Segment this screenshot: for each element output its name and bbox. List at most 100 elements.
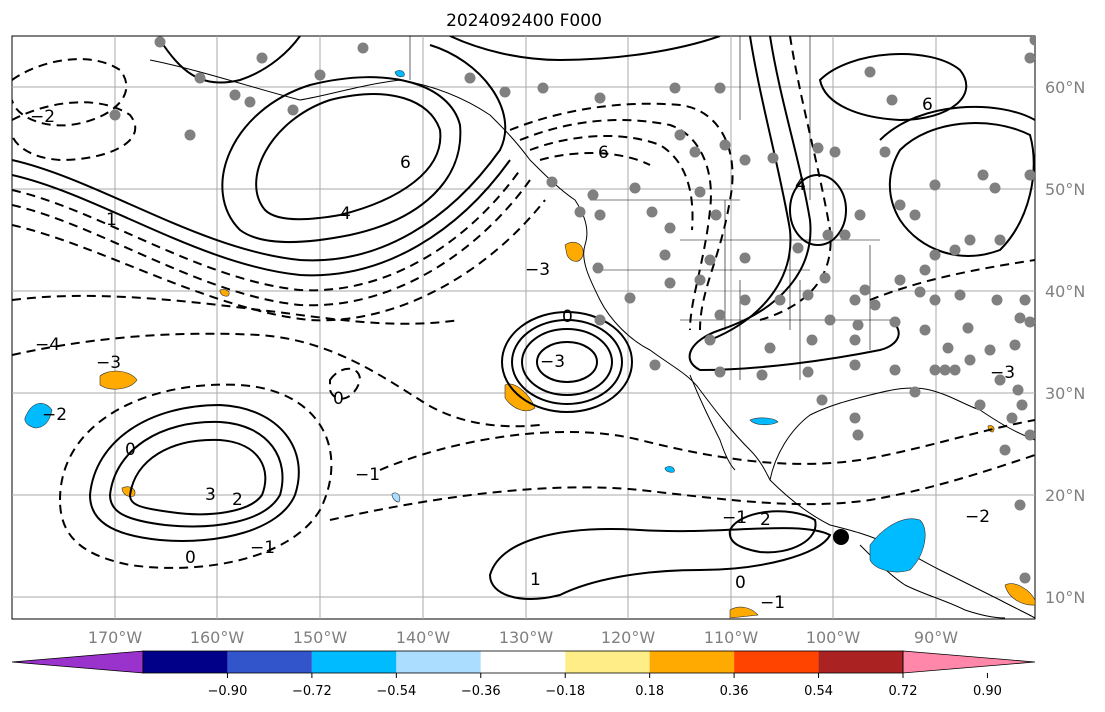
longitude-labels: 170°W 160°W 150°W 140°W 130°W 120°W 110°W 100°W… <box>88 628 958 647</box>
colorbar-segment <box>818 651 903 673</box>
blue-patch <box>24 403 53 429</box>
contour-label: −1 <box>722 508 747 528</box>
lat-label: 40°N <box>1045 282 1085 301</box>
contour-label: −3 <box>990 363 1015 383</box>
station-dot <box>664 277 676 289</box>
station-dot <box>1019 572 1031 584</box>
station-dot <box>624 292 636 304</box>
station-dot <box>974 399 986 411</box>
station-dot <box>849 359 861 371</box>
colorbar-extend-low <box>11 650 144 674</box>
contour-label: −4 <box>35 335 60 355</box>
contour-dashed <box>12 179 531 307</box>
contour-label: −1 <box>250 538 275 558</box>
station-dot <box>109 109 121 121</box>
station-dot <box>889 364 901 376</box>
station-dot <box>694 274 706 286</box>
contour-label: −2 <box>42 405 67 425</box>
orange-patch <box>99 370 138 390</box>
colorbar: −0.90 −0.72 −0.54 −0.36 −0.18 0.18 0.36 0.54 0.7… <box>11 650 1036 699</box>
station-dot <box>802 366 814 378</box>
station-dot <box>909 209 921 221</box>
colorbar-segment <box>227 651 312 673</box>
station-dot <box>659 249 671 261</box>
contour-dashed <box>12 58 128 127</box>
station-dot <box>849 334 861 346</box>
station-dot <box>1016 399 1028 411</box>
contour-solid <box>728 510 817 554</box>
station-dot <box>767 152 779 164</box>
contour-dashed <box>12 332 541 428</box>
station-dot <box>1024 52 1035 64</box>
contour-label: −1 <box>760 593 785 613</box>
contour-solid <box>536 341 598 383</box>
station-dot <box>792 242 804 254</box>
blue-patch <box>394 70 405 78</box>
lon-label: 130°W <box>499 628 554 647</box>
contour-solid <box>688 36 900 372</box>
contour-label: 1 <box>530 570 541 590</box>
blue-patch <box>664 466 675 473</box>
contour-label: −3 <box>540 352 565 372</box>
lon-label: 150°W <box>293 628 348 647</box>
contour-label: −3 <box>96 353 121 373</box>
station-dot <box>929 294 941 306</box>
station-dot <box>1019 294 1031 306</box>
station-dot <box>764 342 776 354</box>
station-dot <box>879 146 891 158</box>
station-dot <box>852 319 864 331</box>
station-dot <box>829 146 841 158</box>
orange-patch <box>564 241 584 262</box>
station-dot <box>864 66 876 78</box>
contour-label: 4 <box>340 204 351 224</box>
station-dot <box>806 334 818 346</box>
station-dot <box>984 344 996 356</box>
station-dot <box>714 309 726 321</box>
station-dot <box>714 366 726 378</box>
station-dot <box>244 96 256 108</box>
station-dot <box>594 209 606 221</box>
station-dot <box>287 104 299 116</box>
contour-label: 1 <box>106 210 117 230</box>
contour-solid <box>12 159 511 277</box>
lat-label: 20°N <box>1045 486 1085 505</box>
colorbar-segment <box>565 651 650 673</box>
station-dot <box>939 364 951 376</box>
station-dot <box>756 369 768 381</box>
station-dot <box>964 234 976 246</box>
station-dot <box>229 89 241 101</box>
colorbar-segment <box>480 651 566 673</box>
lon-label: 170°W <box>88 628 143 647</box>
station-dot <box>464 72 476 84</box>
station-dot <box>1014 499 1026 511</box>
station-dot <box>256 52 268 64</box>
contour-solid <box>255 93 442 221</box>
station-dot <box>977 169 989 181</box>
lon-label: 140°W <box>396 628 451 647</box>
colorbar-segments <box>11 650 1036 674</box>
gulf-coast-line <box>769 387 1035 481</box>
station-dot <box>664 222 676 234</box>
contour-label: 6 <box>922 95 933 115</box>
station-dot <box>546 176 558 188</box>
colorbar-segment <box>649 651 735 673</box>
colorbar-tick-label: 0.72 <box>889 684 918 699</box>
contour-label: −1 <box>355 465 380 485</box>
station-dot <box>194 72 206 84</box>
colorbar-segment <box>311 651 397 673</box>
blue-patch <box>391 492 401 503</box>
contour-solid <box>888 122 1035 257</box>
contour-label: 6 <box>598 143 609 163</box>
station-dot <box>869 299 881 311</box>
station-dot <box>964 354 976 366</box>
station-dot <box>646 206 658 218</box>
colorbar-tick-label: −0.90 <box>208 684 248 699</box>
station-dot <box>919 324 931 336</box>
station-dot <box>739 154 751 166</box>
station-dot <box>1014 312 1026 324</box>
contour-solid <box>221 76 462 243</box>
contour-solid <box>128 438 267 516</box>
station-dot <box>886 94 898 106</box>
station-dot <box>991 294 1003 306</box>
